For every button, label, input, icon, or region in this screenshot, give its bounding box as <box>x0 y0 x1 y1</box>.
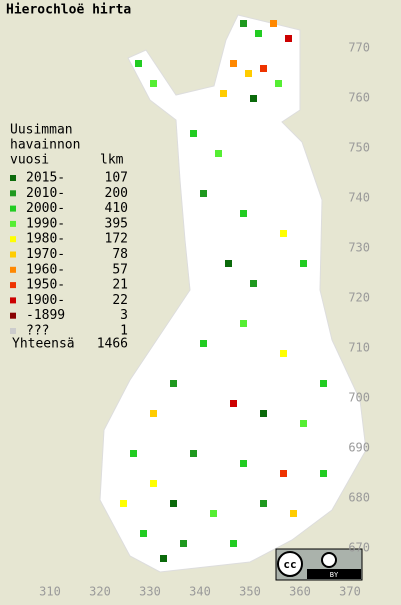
x-label: 350 <box>239 585 261 599</box>
legend-count: 21 <box>112 278 128 293</box>
x-label: 330 <box>139 585 161 599</box>
y-label: 750 <box>348 141 370 155</box>
legend-label: 2010- <box>26 186 65 201</box>
legend-label: 1900- <box>26 293 65 308</box>
legend-label: 2015- <box>26 171 65 186</box>
observation-squares <box>120 20 327 562</box>
legend-label: ??? <box>26 324 49 339</box>
legend-swatch <box>10 328 16 334</box>
legend-swatch <box>10 175 16 181</box>
legend-swatch <box>10 312 16 319</box>
license-cc: cc <box>283 558 296 571</box>
legend-count: 57 <box>112 262 128 277</box>
legend-swatch <box>10 297 16 304</box>
y-label: 770 <box>348 41 370 55</box>
legend-swatch <box>10 282 16 289</box>
legend-heading: Uusimman <box>10 123 73 138</box>
y-label: 740 <box>348 191 370 205</box>
legend-count: 3 <box>120 308 128 323</box>
legend-swatch <box>10 205 16 212</box>
y-label: 710 <box>348 341 370 355</box>
legend-swatch <box>10 251 16 258</box>
legend-label: 2000- <box>26 201 65 216</box>
finland-outline <box>99 14 367 573</box>
y-label: 730 <box>348 241 370 255</box>
x-label: 320 <box>89 585 111 599</box>
total-label: Yhteensä <box>12 337 75 352</box>
y-label: 690 <box>348 441 370 455</box>
y-label: 700 <box>348 391 370 405</box>
y-label: 680 <box>348 491 370 505</box>
legend-label: 1960- <box>26 262 65 277</box>
x-label: 340 <box>189 585 211 599</box>
total-value: 1466 <box>97 337 128 352</box>
y-label: 670 <box>348 541 370 555</box>
legend-swatch <box>10 236 16 243</box>
legend-swatch <box>10 190 16 197</box>
y-label: 760 <box>348 91 370 105</box>
legend-count-header: lkm <box>100 153 124 168</box>
legend-count: 395 <box>105 216 128 231</box>
legend-label: 1990- <box>26 216 65 231</box>
legend-swatch <box>10 220 16 227</box>
y-label: 720 <box>348 291 370 305</box>
x-label: 370 <box>339 585 361 599</box>
legend-label: 1970- <box>26 247 65 262</box>
x-label: 360 <box>289 585 311 599</box>
license-by: BY <box>330 571 339 579</box>
legend-count: 78 <box>112 247 128 262</box>
legend-label: -1899 <box>26 308 65 323</box>
legend-count: 107 <box>105 171 128 186</box>
legend-swatch <box>10 266 16 273</box>
title: Hierochloë hirta <box>6 3 131 18</box>
legend-count: 410 <box>105 201 128 216</box>
license-badge: cc BY <box>275 548 363 581</box>
x-label: 310 <box>39 585 61 599</box>
legend-count: 200 <box>105 186 128 201</box>
legend-heading: havainnon <box>10 138 80 153</box>
legend-heading: vuosi <box>10 153 49 168</box>
legend-label: 1980- <box>26 232 65 247</box>
legend-count: 22 <box>112 293 128 308</box>
legend-count: 172 <box>105 232 128 247</box>
legend-count: 1 <box>120 324 128 339</box>
legend-label: 1950- <box>26 278 65 293</box>
